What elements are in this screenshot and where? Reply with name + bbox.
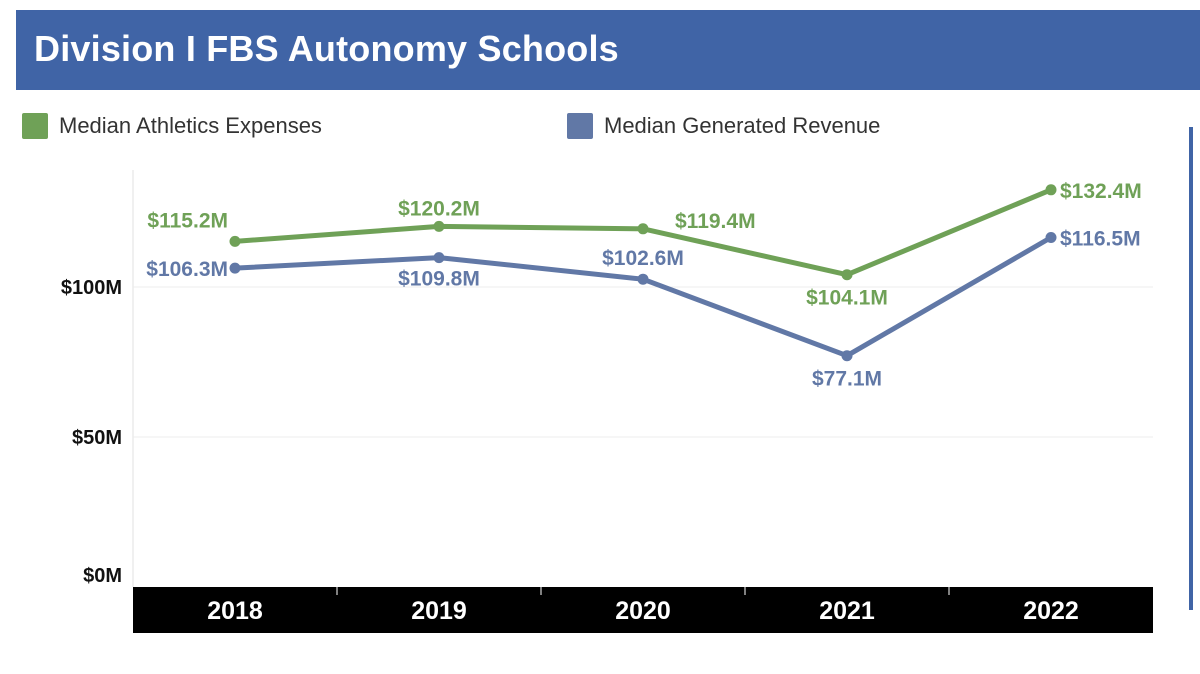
x-axis-band [133, 587, 1153, 633]
legend-item-revenue: Median Generated Revenue [567, 112, 880, 140]
y-tick-label: $100M [61, 277, 122, 299]
data-label: $104.1M [806, 287, 888, 310]
data-point [433, 220, 445, 232]
x-tick-label: 2018 [207, 597, 263, 625]
data-label: $77.1M [812, 368, 882, 391]
data-label: $102.6M [602, 247, 684, 270]
legend-label-expenses: Median Athletics Expenses [59, 113, 322, 138]
data-point [1045, 184, 1057, 196]
data-label: $106.3M [146, 258, 228, 281]
chart-title: Division I FBS Autonomy Schools [34, 28, 619, 69]
data-label: $115.2M [147, 209, 228, 232]
data-point [229, 262, 241, 274]
right-border-rule [1189, 127, 1193, 610]
data-label: $132.4M [1060, 180, 1142, 203]
data-label: $116.5M [1060, 228, 1141, 251]
legend-label-revenue: Median Generated Revenue [604, 113, 881, 138]
data-point [637, 273, 649, 285]
legend-item-expenses: Median Athletics Expenses [22, 112, 322, 140]
data-point [229, 235, 241, 247]
legend-swatch-expenses [22, 113, 48, 139]
data-label: $120.2M [398, 197, 480, 220]
data-label: $109.8M [398, 268, 480, 291]
data-point [841, 269, 853, 281]
x-tick-label: 2020 [615, 597, 671, 625]
y-tick-label: $0M [83, 565, 122, 587]
data-point [841, 350, 853, 362]
y-tick-label: $50M [72, 427, 122, 449]
data-point [637, 223, 649, 235]
title-bar: Division I FBS Autonomy Schools [16, 10, 1200, 90]
x-tick-label: 2022 [1023, 597, 1079, 625]
x-tick-label: 2021 [819, 597, 875, 625]
data-label: $119.4M [675, 210, 756, 233]
data-point [433, 252, 445, 264]
x-tick-label: 2019 [411, 597, 467, 625]
legend-swatch-revenue [567, 113, 593, 139]
data-point [1045, 232, 1057, 243]
